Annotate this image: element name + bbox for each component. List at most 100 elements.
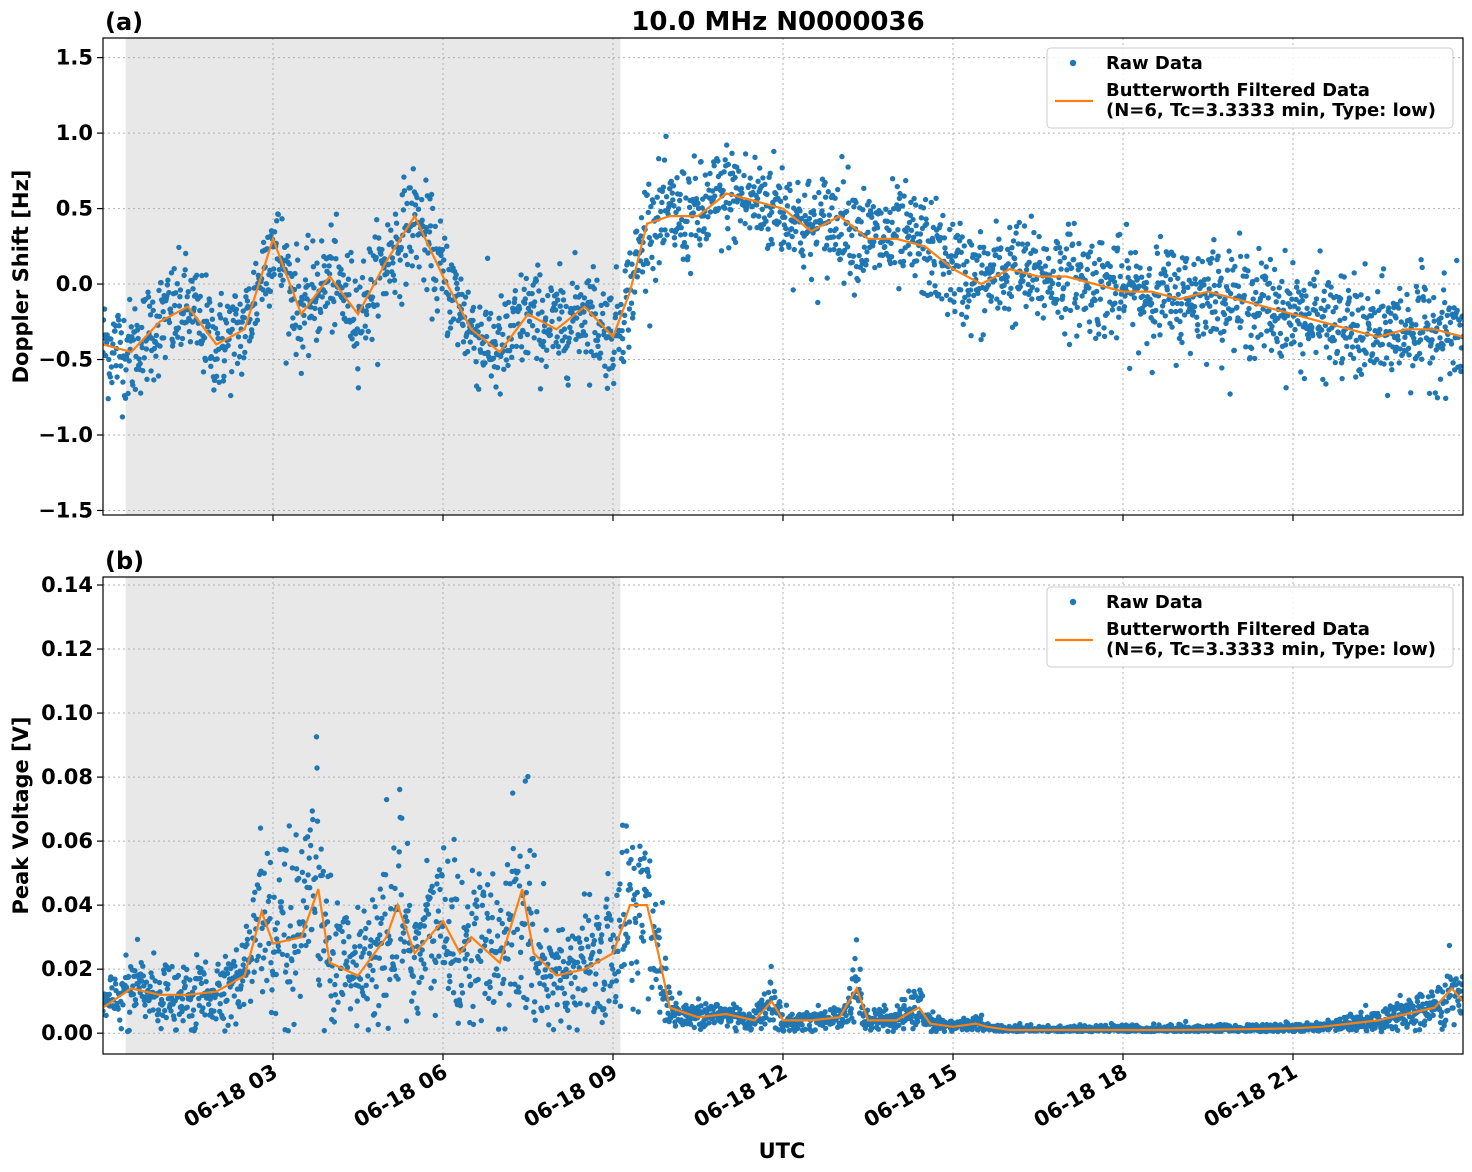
raw-data-point: [436, 867, 443, 873]
raw-data-point: [656, 260, 662, 266]
raw-data-point: [1213, 326, 1220, 332]
raw-data-point: [890, 1028, 896, 1035]
raw-data-point: [1097, 296, 1104, 302]
raw-data-point: [1237, 253, 1244, 260]
raw-data-point: [224, 303, 231, 309]
raw-data-point: [886, 227, 892, 233]
raw-data-point: [460, 339, 467, 345]
raw-data-point: [1094, 288, 1100, 295]
raw-data-point: [379, 246, 385, 253]
raw-data-point: [611, 349, 617, 355]
raw-data-point: [244, 936, 251, 943]
raw-data-point: [1049, 290, 1055, 296]
raw-data-point: [300, 302, 307, 308]
raw-data-point: [1344, 307, 1351, 313]
raw-data-point: [373, 984, 379, 990]
raw-data-point: [278, 904, 284, 910]
raw-data-point: [726, 245, 732, 251]
raw-data-point: [1207, 260, 1214, 266]
raw-data-point: [341, 950, 347, 956]
raw-data-point: [155, 1018, 161, 1024]
raw-data-point: [298, 943, 304, 949]
raw-data-point: [488, 373, 494, 379]
raw-data-point: [1360, 335, 1366, 341]
raw-data-point: [793, 228, 799, 235]
raw-data-point: [315, 977, 322, 983]
raw-data-point: [1011, 255, 1018, 262]
raw-data-point: [596, 948, 603, 955]
raw-data-point: [861, 244, 868, 250]
raw-data-point: [232, 963, 238, 969]
raw-data-point: [646, 181, 652, 187]
raw-data-point: [275, 211, 281, 218]
raw-data-point: [729, 150, 735, 156]
raw-data-point: [484, 910, 490, 917]
raw-data-point: [858, 219, 864, 225]
raw-data-point: [1106, 281, 1112, 287]
raw-data-point: [1326, 355, 1333, 361]
raw-data-point: [963, 314, 970, 320]
raw-data-point: [199, 272, 205, 279]
raw-data-point: [959, 311, 965, 318]
raw-data-point: [1039, 294, 1045, 301]
raw-data-point: [906, 233, 912, 239]
raw-data-point: [650, 199, 657, 206]
raw-data-point: [672, 1023, 679, 1029]
raw-data-point: [1421, 297, 1427, 303]
raw-data-point: [151, 345, 157, 352]
raw-data-point: [716, 205, 722, 212]
raw-data-point: [917, 231, 924, 237]
raw-data-point: [1107, 263, 1114, 269]
raw-data-point: [471, 889, 477, 895]
raw-data-point: [702, 172, 708, 178]
raw-data-point: [1062, 331, 1068, 337]
raw-data-point: [1195, 322, 1201, 328]
raw-data-point: [1200, 302, 1206, 309]
raw-data-point: [1280, 299, 1286, 306]
raw-data-point: [119, 414, 126, 420]
raw-data-point: [951, 291, 958, 297]
raw-data-point: [647, 323, 653, 329]
raw-data-point: [259, 989, 266, 995]
raw-data-point: [561, 990, 568, 997]
raw-data-point: [365, 328, 371, 335]
raw-data-point: [725, 161, 731, 168]
raw-data-point: [635, 1009, 641, 1015]
raw-data-point: [1017, 1020, 1023, 1027]
raw-data-point: [322, 911, 329, 917]
raw-data-point: [404, 200, 410, 207]
raw-data-point: [235, 999, 242, 1005]
raw-data-point: [812, 1027, 818, 1033]
raw-data-point: [670, 197, 676, 203]
raw-data-point: [629, 844, 636, 851]
raw-data-point: [455, 1020, 461, 1026]
raw-data-point: [1313, 296, 1320, 302]
raw-data-point: [115, 1006, 121, 1012]
raw-data-point: [1410, 330, 1417, 337]
raw-data-point: [222, 1028, 228, 1034]
raw-data-point: [233, 947, 240, 953]
raw-data-point: [326, 935, 332, 941]
raw-data-point: [501, 366, 507, 372]
raw-data-point: [772, 994, 778, 1001]
raw-data-point: [663, 133, 669, 139]
raw-data-point: [1416, 295, 1422, 301]
raw-data-point: [498, 293, 504, 299]
raw-data-point: [1194, 327, 1200, 334]
raw-data-point: [376, 235, 382, 241]
raw-data-point: [1244, 253, 1250, 259]
raw-data-point: [364, 311, 370, 318]
raw-data-point: [1457, 322, 1463, 328]
raw-data-point: [130, 382, 136, 388]
raw-data-point: [590, 949, 596, 956]
raw-data-point: [310, 816, 316, 823]
raw-data-point: [1196, 333, 1202, 339]
raw-data-point: [257, 942, 263, 948]
raw-data-point: [198, 980, 205, 987]
raw-data-point: [900, 263, 906, 269]
raw-data-point: [147, 983, 153, 989]
raw-data-point: [267, 288, 274, 295]
raw-data-point: [141, 355, 147, 361]
raw-data-point: [1351, 270, 1357, 276]
raw-data-point: [290, 315, 296, 321]
